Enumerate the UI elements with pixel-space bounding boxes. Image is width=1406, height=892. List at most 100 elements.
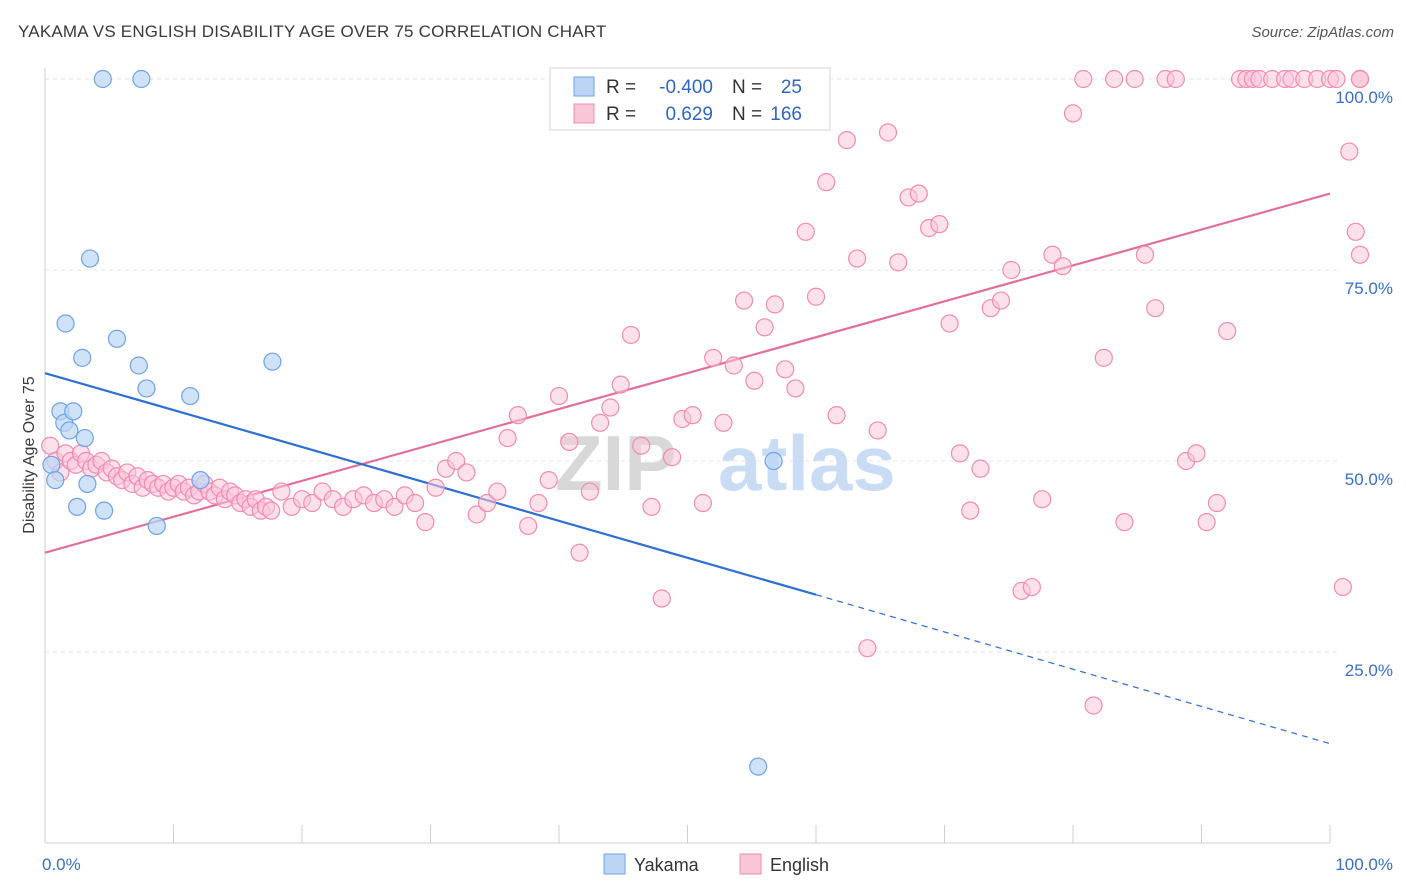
source-label: Source: ZipAtlas.com (1251, 24, 1394, 41)
english-point (755, 318, 774, 337)
english-point (601, 398, 620, 417)
y-axis-label: Disability Age Over 75 (21, 376, 38, 534)
english-point (796, 222, 815, 241)
english-point (560, 432, 579, 451)
yakama-trend-extension (815, 594, 1331, 745)
english-point (1207, 493, 1227, 513)
english-point (529, 493, 548, 513)
yakama-point (191, 471, 210, 490)
english-point (1340, 142, 1359, 161)
english-point (591, 413, 610, 432)
english-point (1105, 69, 1124, 89)
series-legend: Yakama English (603, 853, 829, 875)
yakama-point (68, 497, 87, 516)
english-point (1033, 490, 1052, 509)
yakama-point (73, 348, 92, 367)
x-tick-label: 100.0% (1335, 855, 1393, 874)
english-point (303, 493, 322, 513)
english-point (477, 493, 497, 513)
english-point (909, 184, 928, 203)
english-point (1218, 322, 1237, 341)
english-point (786, 379, 805, 398)
english-point (488, 482, 507, 501)
yakama-point (129, 356, 148, 375)
data-points (41, 69, 1370, 776)
english-point (447, 451, 466, 471)
yakama-point (75, 428, 94, 448)
english-point (837, 131, 856, 150)
yakama-point (42, 455, 61, 474)
legend-n-label-yakama: N = (732, 77, 762, 98)
yakama-point (147, 516, 166, 536)
yakama-point (93, 69, 112, 89)
english-point (991, 291, 1011, 310)
english-point (632, 436, 651, 455)
english-point (745, 371, 764, 390)
correlation-legend: R = -0.400 N = 25 R = 0.629 N = 166 (549, 67, 831, 131)
yakama-point (749, 757, 768, 776)
english-point (426, 478, 445, 497)
watermark-atlas: atlas (718, 419, 896, 507)
english-point (858, 639, 877, 658)
yakama-point (764, 451, 783, 471)
yakama-point (181, 386, 200, 406)
english-point (642, 497, 661, 516)
english-point (1146, 299, 1165, 318)
english-point (457, 463, 476, 482)
english-point (1084, 696, 1103, 715)
english-point (817, 173, 836, 192)
legend-n-value-english: 166 (770, 104, 802, 125)
english-point (498, 428, 517, 448)
english-point (1197, 513, 1216, 532)
english-point (549, 386, 569, 406)
english-point (1187, 444, 1206, 463)
y-tick-label: 100.0% (1335, 88, 1393, 107)
english-point (704, 348, 723, 367)
legend-r-value-english: 0.629 (665, 104, 713, 125)
legend-n-label-english: N = (732, 104, 762, 125)
yakama-point (78, 474, 97, 494)
english-point (889, 253, 908, 272)
english-point (930, 215, 949, 234)
yakama-point (107, 329, 127, 348)
english-point (621, 325, 641, 345)
legend-r-label-yakama: R = (606, 77, 636, 98)
legend-r-label-english: R = (606, 104, 636, 125)
legend-swatch-english (573, 103, 595, 124)
english-point (1333, 577, 1352, 597)
y-tick-label: 25.0% (1345, 661, 1393, 680)
english-point (724, 356, 743, 375)
yakama-point (46, 471, 65, 490)
english-point (1002, 260, 1021, 280)
english-point (385, 497, 404, 516)
english-point (1043, 245, 1062, 264)
english-point (940, 314, 959, 333)
english-point (41, 436, 60, 455)
english-point (1094, 348, 1113, 367)
english-point (961, 501, 980, 520)
legend-box (549, 67, 831, 131)
english-point (971, 459, 990, 478)
english-point (950, 444, 970, 463)
yakama-point (60, 421, 79, 440)
english-point (1074, 69, 1093, 89)
english-point (652, 589, 671, 608)
english-point (1327, 69, 1346, 89)
legend-r-value-yakama: -0.400 (659, 77, 713, 98)
english-point (1053, 257, 1072, 276)
axes (44, 68, 1331, 844)
tick-labels: 25.0% 50.0% 75.0% 100.0% 0.0% 100.0% (42, 88, 1393, 874)
bottom-legend-swatch-english (739, 853, 762, 875)
trend-lines (44, 192, 1331, 745)
english-point (662, 448, 682, 467)
english-point (272, 482, 291, 501)
y-tick-label: 75.0% (1345, 279, 1393, 298)
english-point (611, 375, 630, 394)
legend-n-value-yakama: 25 (781, 77, 802, 98)
yakama-point (56, 314, 75, 333)
grid (45, 78, 1340, 653)
english-point (714, 413, 733, 432)
yakama-point (137, 379, 156, 398)
english-point (1346, 222, 1365, 241)
